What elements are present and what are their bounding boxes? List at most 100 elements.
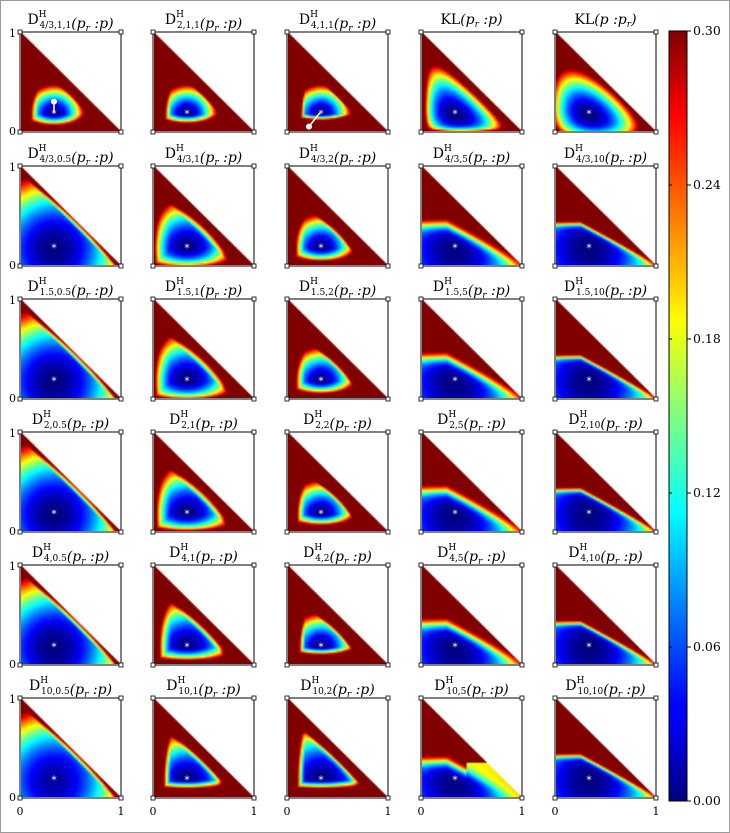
title-args: (p — [71, 16, 85, 32]
title-sup: H — [314, 410, 322, 420]
title-main: D — [166, 678, 177, 694]
x-tick-label: 0 — [552, 805, 559, 818]
title-args: (p — [468, 150, 482, 166]
reference-star-marker: * — [452, 242, 458, 255]
heatmap — [556, 167, 655, 265]
corner-tick — [552, 263, 558, 269]
heatmap — [422, 300, 521, 398]
title-sub: 2,5 — [449, 421, 464, 431]
title-main: D — [568, 412, 579, 428]
corner-tick — [552, 695, 558, 701]
title-sup: H — [444, 144, 452, 154]
panel-title: DH 2,10(pr :p) — [568, 410, 642, 434]
corner-tick — [653, 695, 659, 701]
title-sup: H — [575, 144, 583, 154]
title-args-sub: r — [615, 557, 620, 567]
panel: * DH 2,0.5(pr :p) 1 0 — [9, 410, 124, 538]
title-args-sub: r — [81, 424, 86, 434]
title-args-sub: r — [214, 291, 219, 301]
heatmap — [154, 566, 253, 664]
y-tick-label: 0 — [9, 525, 16, 538]
corner-tick — [385, 429, 391, 435]
panel: * DH 4,1(pr :p) — [150, 543, 257, 668]
corner-tick — [150, 263, 156, 269]
corner-tick — [150, 429, 156, 435]
y-tick-label: 0 — [9, 259, 16, 272]
title-sub: 4,2 — [315, 554, 329, 564]
title-sup: H — [310, 10, 318, 20]
panel: * DH 10,5(pr :p) 0 1 — [418, 676, 526, 818]
x-tick-label: 0 — [150, 805, 157, 818]
heatmap — [288, 566, 387, 664]
title-sup: H — [311, 676, 319, 686]
title-args-end: :p) — [487, 283, 511, 299]
panel-title: DH 10,5(pr :p) — [434, 676, 508, 700]
title-sub: 10,2 — [312, 687, 332, 697]
title-sub: 4/3,2 — [311, 155, 334, 165]
panel-title: DH 10,10(pr :p) — [565, 676, 645, 700]
corner-tick — [418, 29, 424, 35]
y-tick-label: 0 — [9, 658, 16, 671]
title-sup: H — [40, 676, 48, 686]
colorbar: 0.30 0.24 0.18 0.12 0.06 0.00 — [668, 23, 721, 808]
corner-tick — [118, 529, 124, 535]
title-args-end: :p) — [479, 12, 503, 28]
arrow-head-dot — [50, 98, 57, 105]
reference-star-marker: * — [452, 375, 458, 388]
reference-star-marker: * — [51, 375, 57, 388]
title-args-end: :p) — [219, 16, 243, 32]
title-args-sub: r — [84, 690, 89, 700]
heatmap — [422, 433, 521, 531]
corner-tick — [418, 163, 424, 169]
title-args: (p — [460, 12, 474, 28]
title-sub: 4,0.5 — [44, 554, 67, 564]
title-sub: 1.5,5 — [445, 288, 468, 298]
title-args-end: :p) — [351, 682, 375, 698]
title-main: D — [299, 279, 310, 295]
panel: * DH 2,1,1(pr :p) — [150, 10, 257, 135]
corner-tick — [418, 662, 424, 668]
title-main: D — [32, 545, 43, 561]
panel-border — [554, 31, 657, 133]
panel-border — [286, 165, 389, 267]
title-sub: 4/3,1 — [177, 155, 200, 165]
corner-tick — [653, 795, 659, 801]
corner-tick — [418, 795, 424, 801]
title-args-sub: r — [213, 690, 218, 700]
panel: * DH 4,5(pr :p) — [418, 543, 525, 668]
panel-border — [152, 431, 255, 533]
heatmap — [21, 433, 120, 531]
corner-tick — [118, 562, 124, 568]
title-main: D — [169, 545, 180, 561]
heatmap — [422, 566, 521, 664]
corner-tick — [17, 29, 23, 35]
panel-title: DH 2,5(pr :p) — [437, 410, 506, 434]
panel-border — [420, 431, 523, 533]
corner-tick — [284, 396, 290, 402]
colorbar-tick-label: 0.06 — [693, 639, 721, 654]
title-args: (p — [466, 682, 480, 698]
corner-tick — [17, 263, 23, 269]
heatmap — [422, 167, 521, 265]
corner-tick — [385, 662, 391, 668]
title-args: (p — [603, 682, 617, 698]
corner-tick — [552, 662, 558, 668]
title-args: (p — [200, 283, 214, 299]
title-sup: H — [39, 144, 47, 154]
title-sup: H — [310, 277, 318, 287]
reference-star-marker: * — [586, 508, 592, 521]
reference-star-marker: * — [184, 774, 190, 787]
corner-tick — [284, 296, 290, 302]
title-args: (p — [196, 549, 210, 565]
title-args-end: :p) — [485, 682, 509, 698]
title-main: D — [303, 545, 314, 561]
corner-tick — [418, 562, 424, 568]
title-args-sub: r — [210, 424, 215, 434]
panel-border — [554, 564, 657, 666]
panel-border — [19, 564, 122, 666]
title-sup: H — [448, 543, 456, 553]
title-args-end: :p) — [90, 283, 114, 299]
reference-star-marker: * — [184, 508, 190, 521]
title-sup: H — [448, 410, 456, 420]
title-args-sub: r — [86, 24, 91, 34]
